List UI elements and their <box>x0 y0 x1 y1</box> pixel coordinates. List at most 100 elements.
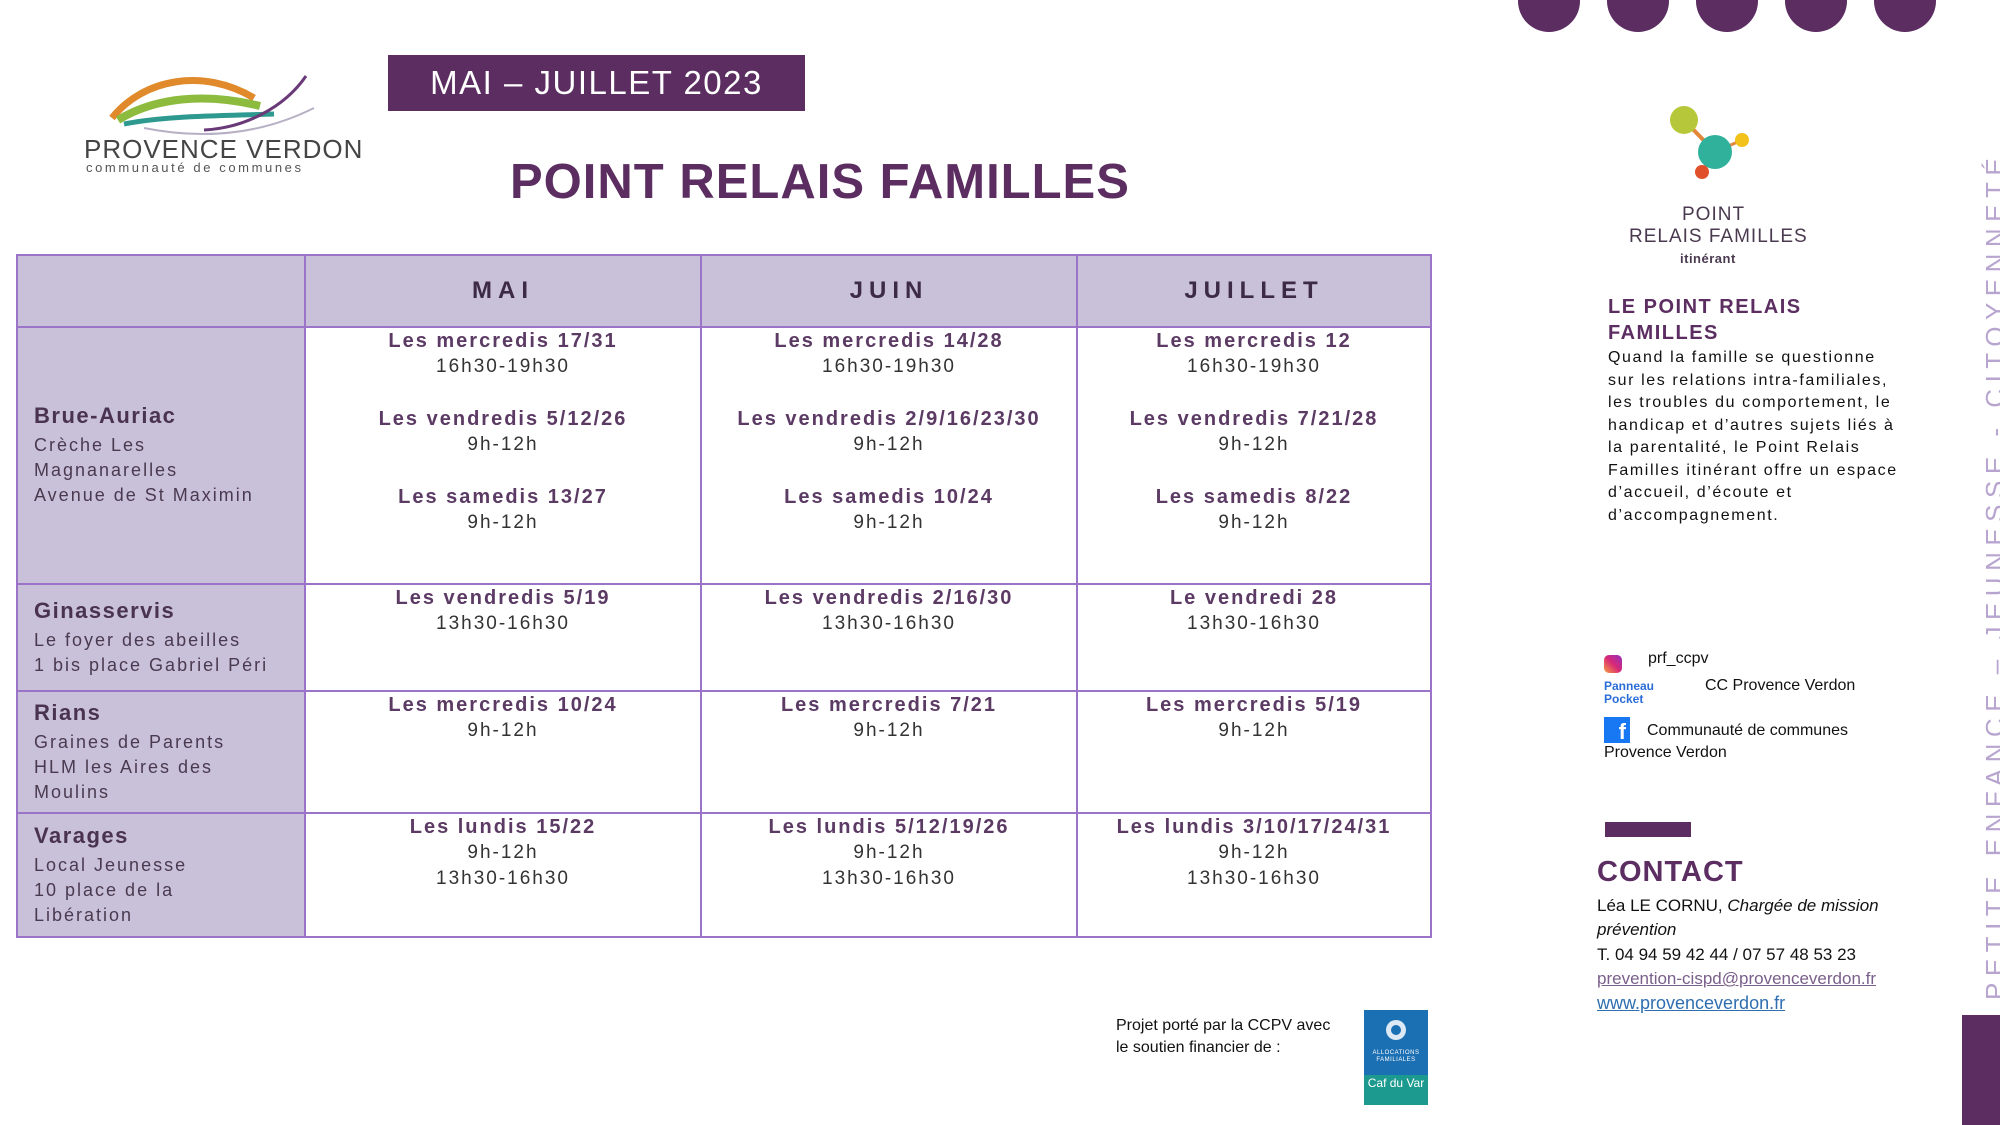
location-cell: Ginasservis Le foyer des abeilles 1 bis … <box>16 583 306 692</box>
dot <box>1696 0 1758 32</box>
schedule-cell: Les mercredis 12 16h30-19h30 Les vendredi… <box>1076 326 1432 585</box>
table-row: Brue-Auriac Crèche Les Magnanarelles Ave… <box>16 326 1432 585</box>
contact-phone: T. 04 94 59 42 44 / 07 57 48 53 23 <box>1597 945 1856 964</box>
slot: Les vendredis 5/12/26 9h-12h <box>306 406 700 458</box>
slot-hours: 13h30-16h30 <box>1187 613 1321 634</box>
caf-bottom-text: Caf du Var <box>1364 1075 1428 1105</box>
location-detail: Libération <box>34 904 134 925</box>
schedule-cell: Les lundis 5/12/19/26 9h-12h 13h30-16h30 <box>700 812 1078 938</box>
slot: Les vendredis 2/16/30 13h30-16h30 <box>702 585 1076 637</box>
schedule-cell: Les lundis 15/22 9h-12h 13h30-16h30 <box>304 812 702 938</box>
provence-verdon-logo-icon <box>109 75 315 135</box>
slot: Les lundis 3/10/17/24/31 9h-12h 13h30-16h3… <box>1078 814 1430 892</box>
caf-logo-icon: ALLOCATIONS FAMILIALES Caf du Var <box>1364 1010 1428 1105</box>
slot-day: Les mercredis 14/28 <box>774 330 1004 352</box>
prf-logo-line: RELAIS FAMILLES <box>1629 226 1808 247</box>
contact-name-line: Léa LE CORNU, Chargée de mission <box>1597 896 1879 916</box>
schedule-cell: Le vendredi 28 13h30-16h30 <box>1076 583 1432 692</box>
facebook-icon: f <box>1604 717 1630 744</box>
slot: Les vendredis 5/19 13h30-16h30 <box>306 585 700 637</box>
funding-note: Projet porté par la CCPV avec le soutien… <box>1116 1015 1330 1059</box>
logo-subtitle: communauté de communes <box>86 160 304 175</box>
slot-hours: 16h30-19h30 <box>1187 356 1321 377</box>
panneau-pocket-icon: Panneau Pocket <box>1604 679 1655 706</box>
prf-logo-line: POINT <box>1682 204 1746 225</box>
slot-hours: 9h-12h <box>853 842 925 863</box>
instagram-icon <box>1604 655 1622 673</box>
facebook-line[interactable]: Communauté de communes <box>1647 722 1848 739</box>
table-row: Varages Local Jeunesse 10 place de la Li… <box>16 812 1432 938</box>
location-cell: Brue-Auriac Crèche Les Magnanarelles Ave… <box>16 326 306 585</box>
slot: Les lundis 5/12/19/26 9h-12h 13h30-16h30 <box>702 814 1076 892</box>
slot-day: Les mercredis 17/31 <box>388 330 618 352</box>
slot-day: Les vendredis 2/16/30 <box>764 587 1014 609</box>
contact-role: Chargée de mission <box>1727 896 1879 915</box>
slot: Les mercredis 14/28 16h30-19h30 <box>702 328 1076 380</box>
slot-hours: 9h-12h <box>853 434 925 455</box>
slot-day: Les samedis 13/27 <box>398 486 608 508</box>
slot-day: Les mercredis 7/21 <box>780 694 998 716</box>
slot: Les mercredis 17/31 16h30-19h30 <box>306 328 700 380</box>
location-detail: Local Jeunesse <box>34 854 188 875</box>
slot: Les samedis 10/24 9h-12h <box>702 484 1076 536</box>
slot-day: Les lundis 5/12/19/26 <box>768 816 1010 838</box>
facebook-line[interactable]: Provence Verdon <box>1604 744 1727 761</box>
location-detail: 1 bis place Gabriel Péri <box>34 654 269 675</box>
slot-hours: 16h30-19h30 <box>822 356 956 377</box>
slot-hours: 13h30-16h30 <box>822 613 956 634</box>
header-empty-cell <box>16 254 306 328</box>
location-detail: Le foyer des abeilles <box>34 629 242 650</box>
slot-day: Les vendredis 7/21/28 <box>1129 408 1379 430</box>
prf-logo-line: itinérant <box>1680 251 1736 266</box>
location-detail: Crèche Les <box>34 435 147 455</box>
location-cell: Varages Local Jeunesse 10 place de la Li… <box>16 812 306 938</box>
slot-day: Les mercredis 10/24 <box>388 694 618 716</box>
slot-hours: 9h-12h <box>1218 434 1290 455</box>
slot-day: Les lundis 3/10/17/24/31 <box>1116 816 1392 838</box>
location-name: Varages <box>34 822 129 848</box>
location-detail: Moulins <box>34 781 111 802</box>
slot: Les mercredis 7/21 9h-12h <box>702 692 1076 744</box>
contact-email-link[interactable]: prevention-cispd@provenceverdon.fr <box>1597 969 1877 988</box>
slot-hours: 9h-12h <box>467 434 539 455</box>
side-accent-bar <box>1962 1015 2000 1125</box>
contact-role-line: prévention <box>1597 920 1676 940</box>
contact-name: Léa LE CORNU, <box>1597 896 1723 915</box>
schedule-cell: Les vendredis 2/16/30 13h30-16h30 <box>700 583 1078 692</box>
schedule-cell: Les lundis 3/10/17/24/31 9h-12h 13h30-16h3… <box>1076 812 1432 938</box>
slot: Les mercredis 10/24 9h-12h <box>306 692 700 744</box>
slot: Le vendredi 28 13h30-16h30 <box>1078 585 1430 637</box>
schedule-cell: Les mercredis 5/19 9h-12h <box>1076 690 1432 814</box>
period-banner: MAI – JUILLET 2023 <box>388 55 805 111</box>
slot-day: Les vendredis 5/19 <box>395 587 611 609</box>
location-detail: Magnanarelles <box>34 460 179 480</box>
slot-hours: 16h30-19h30 <box>436 356 570 377</box>
panneau-pocket-link[interactable]: CC Provence Verdon <box>1705 677 1856 694</box>
about-title: LE POINT RELAIS FAMILLES <box>1608 296 1802 344</box>
table-header-row: MAI JUIN JUILLET <box>16 254 1432 328</box>
slot-hours: 13h30-16h30 <box>436 613 570 634</box>
slot-hours: 9h-12h <box>1218 842 1290 863</box>
funding-line: Projet porté par la CCPV avec <box>1116 1017 1331 1034</box>
website-link[interactable]: www.provenceverdon.fr <box>1597 993 1786 1013</box>
logo-name: PROVENCE VERDON <box>84 134 364 164</box>
slot: Les mercredis 5/19 9h-12h <box>1078 692 1430 744</box>
location-name: Rians <box>34 699 102 725</box>
schedule-cell: Les vendredis 5/19 13h30-16h30 <box>304 583 702 692</box>
schedule-table: MAI JUIN JUILLET Brue-Auriac Crèche Les … <box>16 254 1432 938</box>
slot-hours: 9h-12h <box>853 512 925 533</box>
schedule-cell: Les mercredis 14/28 16h30-19h30 Les vendr… <box>700 326 1078 585</box>
slot-hours: 9h-12h <box>853 720 925 741</box>
slot-day: Les samedis 8/22 <box>1155 486 1353 508</box>
caf-emblem-icon <box>1386 1020 1406 1040</box>
side-vertical-text: PETITE ENFANCE – JEUNESSE - CITOYENNETÉ <box>1980 151 2000 1000</box>
instagram-handle[interactable]: prf_ccpv <box>1648 650 1709 667</box>
location-detail: 10 place de la <box>34 879 175 900</box>
dot <box>1518 0 1580 32</box>
about-text: Quand la famille se questionne sur les r… <box>1608 349 1898 524</box>
location-detail: Graines de Parents <box>34 731 226 752</box>
slot-day: Les mercredis 12 <box>1156 330 1352 352</box>
slot-day: Le vendredi 28 <box>1169 587 1339 609</box>
schedule-cell: Les mercredis 10/24 9h-12h <box>304 690 702 814</box>
table-row: Ginasservis Le foyer des abeilles 1 bis … <box>16 583 1432 692</box>
